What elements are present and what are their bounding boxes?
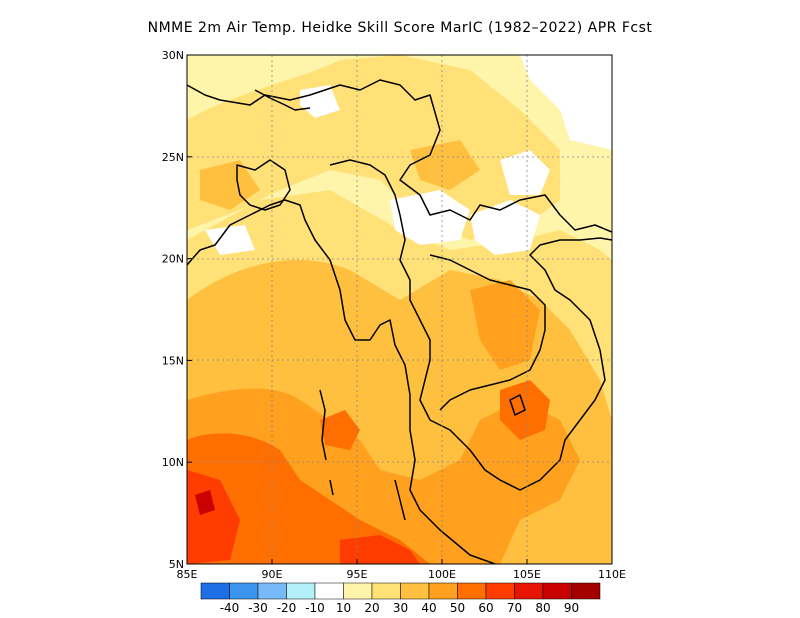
colorbar-label: 20 (364, 601, 379, 615)
colorbar (200, 582, 601, 600)
colorbar-swatch (428, 582, 458, 600)
coastlines-borders (187, 79, 612, 564)
map-title: NMME 2m Air Temp. Heidke Skill Score Mar… (147, 20, 653, 36)
colorbar-swatch (485, 582, 515, 600)
colorbar-label: -30 (248, 601, 268, 615)
y-axis-ticks: 5N 10N 15N 20N 25N 30N (162, 49, 192, 571)
colorbar-label: 40 (421, 601, 436, 615)
colorbar-swatch (343, 582, 373, 600)
x-axis-ticks: 85E 90E 95E 100E 105E 110E (177, 559, 626, 581)
colorbar-label: 50 (450, 601, 465, 615)
colorbar-swatch (514, 582, 544, 600)
colorbar-swatch (457, 582, 487, 600)
colorbar-label: 30 (393, 601, 408, 615)
colorbar-swatch (257, 582, 287, 600)
colorbar-swatch (371, 582, 401, 600)
colorbar-swatch (571, 582, 601, 600)
x-tick-label: 90E (262, 568, 283, 581)
gridlines (187, 55, 612, 564)
y-tick-label: 15N (162, 354, 184, 367)
colorbar-swatch (314, 582, 344, 600)
colorbar-label: 60 (478, 601, 493, 615)
colorbar-swatch (286, 582, 316, 600)
x-tick-label: 95E (347, 568, 368, 581)
y-tick-label: 20N (162, 253, 184, 266)
colorbar-label: -40 (220, 601, 240, 615)
x-tick-label: 105E (513, 568, 541, 581)
map-frame (186, 54, 613, 565)
colorbar-swatch (400, 582, 430, 600)
y-tick-label: 25N (162, 151, 184, 164)
colorbar-label: 10 (336, 601, 351, 615)
colorbar-label: 80 (535, 601, 550, 615)
colorbar-swatch (229, 582, 259, 600)
x-tick-label: 110E (598, 568, 626, 581)
colorbar-swatch (542, 582, 572, 600)
x-tick-label: 85E (177, 568, 198, 581)
colorbar-swatch (200, 582, 230, 600)
colorbar-labels: -40 -30 -20 -10 10 20 30 40 50 60 70 80 90 (220, 601, 579, 615)
y-tick-label: 10N (162, 456, 184, 469)
y-tick-label: 5N (169, 558, 184, 571)
skill-score-field (187, 55, 612, 564)
colorbar-label: 70 (507, 601, 522, 615)
colorbar-label: -10 (305, 601, 325, 615)
colorbar-label: -20 (277, 601, 297, 615)
colorbar-label: 90 (564, 601, 579, 615)
y-tick-label: 30N (162, 49, 184, 62)
x-tick-label: 100E (428, 568, 456, 581)
